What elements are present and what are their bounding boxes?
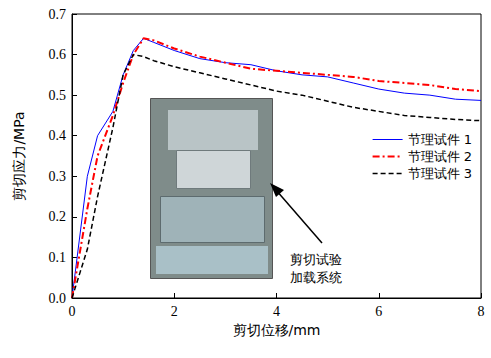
svg-text:0.7: 0.7	[49, 7, 67, 22]
svg-text:0.0: 0.0	[49, 291, 67, 306]
svg-text:2: 2	[171, 304, 178, 319]
svg-text:剪切应力/MPa: 剪切应力/MPa	[11, 111, 27, 200]
svg-text:0.5: 0.5	[49, 88, 67, 103]
svg-text:0: 0	[69, 304, 76, 319]
svg-text:节理试件 1: 节理试件 1	[408, 132, 472, 147]
svg-text:6: 6	[375, 304, 382, 319]
svg-text:0.2: 0.2	[49, 209, 67, 224]
svg-text:0.4: 0.4	[49, 128, 67, 143]
svg-text:节理试件 3: 节理试件 3	[408, 166, 472, 181]
svg-text:4: 4	[273, 304, 280, 319]
svg-text:0.1: 0.1	[49, 250, 67, 265]
svg-text:节理试件 2: 节理试件 2	[408, 149, 472, 164]
svg-text:0.6: 0.6	[49, 47, 67, 62]
svg-text:8: 8	[478, 304, 485, 319]
svg-text:加载系统: 加载系统	[290, 270, 342, 285]
svg-text:剪切试验: 剪切试验	[290, 252, 342, 267]
svg-text:剪切位移/mm: 剪切位移/mm	[233, 322, 321, 338]
svg-text:0.3: 0.3	[49, 169, 67, 184]
